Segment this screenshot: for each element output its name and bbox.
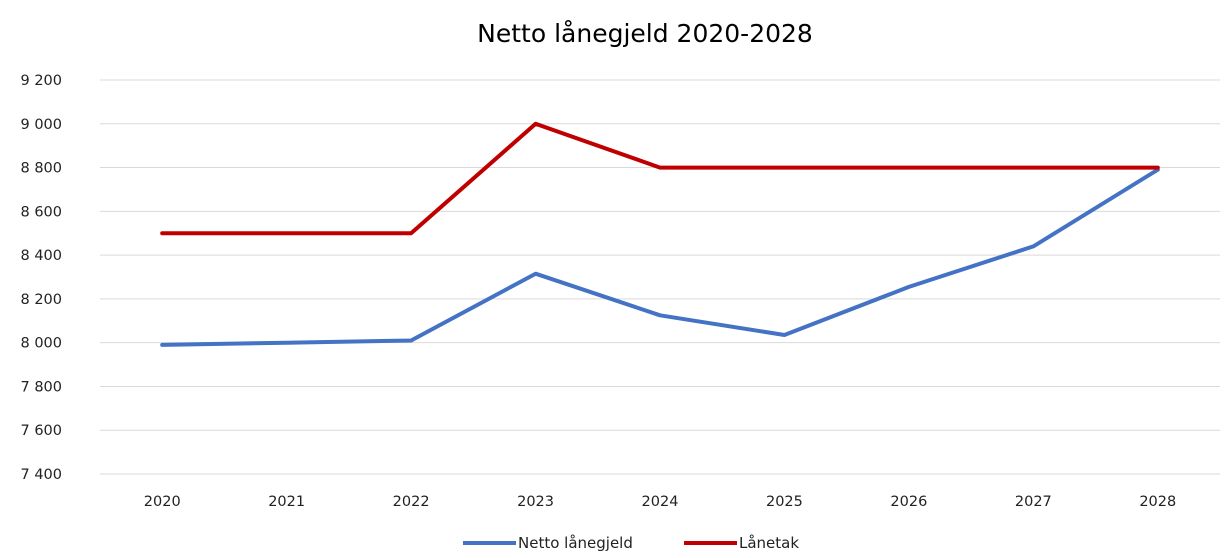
y-tick-label: 7 400 xyxy=(20,467,62,483)
series-lines xyxy=(160,121,1160,347)
y-tick-label: 9 000 xyxy=(20,117,62,133)
x-tick-label: 2028 xyxy=(1139,494,1176,510)
y-tick-label: 8 200 xyxy=(20,292,62,308)
x-tick-label: 2025 xyxy=(766,494,803,510)
y-tick-label: 8 000 xyxy=(20,336,62,352)
x-tick-label: 2026 xyxy=(890,494,927,510)
x-tick-label: 2027 xyxy=(1015,494,1052,510)
x-tick-label: 2021 xyxy=(268,494,305,510)
x-tick-label: 2023 xyxy=(517,494,554,510)
chart-title: Netto lånegjeld 2020-2028 xyxy=(477,19,813,48)
y-axis-ticks: 7 400 7 600 7 800 8 000 8 200 8 400 8 600 8 800… xyxy=(20,73,62,483)
y-tick-label: 8 400 xyxy=(20,248,62,264)
y-tick-label: 8 600 xyxy=(20,204,62,220)
x-tick-label: 2022 xyxy=(393,494,430,510)
y-tick-label: 7 600 xyxy=(20,423,62,439)
legend-label: Lånetak xyxy=(739,534,799,552)
y-tick-label: 9 200 xyxy=(20,73,62,89)
series-line-1 xyxy=(160,167,1160,347)
legend: Netto lånegjeld Lånetak xyxy=(463,534,799,552)
x-tick-label: 2020 xyxy=(144,494,181,510)
y-tick-label: 8 800 xyxy=(20,161,62,177)
legend-label: Netto lånegjeld xyxy=(518,534,633,552)
gridlines xyxy=(100,79,1220,475)
y-tick-label: 7 800 xyxy=(20,379,62,395)
x-axis-ticks: 2020 2021 2022 2023 2024 2025 2026 2027 2028 xyxy=(144,494,1176,510)
x-tick-label: 2024 xyxy=(642,494,679,510)
series-line-2 xyxy=(160,121,1160,236)
